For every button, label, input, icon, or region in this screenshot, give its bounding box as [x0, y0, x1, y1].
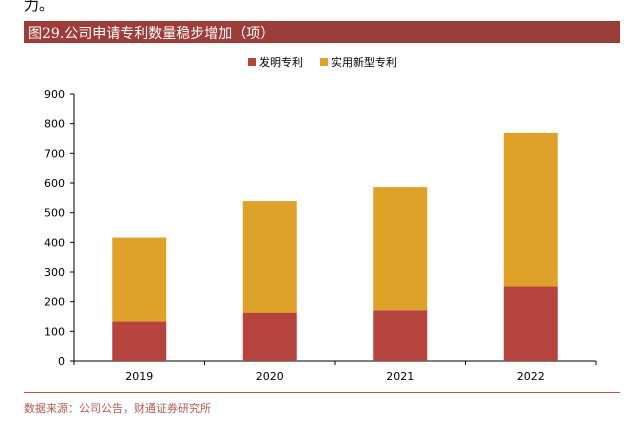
x-tick-label: 2019: [125, 370, 153, 383]
y-tick-label: 900: [44, 88, 65, 101]
invention-patent-bar: [503, 286, 558, 361]
source-note: 数据来源：公司公告，财通证券研究所: [24, 402, 211, 415]
legend-swatch-utility: [320, 58, 328, 66]
y-tick-label: 400: [44, 236, 65, 249]
utility-model-bar: [242, 201, 297, 313]
x-tick-label: 2021: [386, 370, 414, 383]
invention-patent-bar: [242, 312, 297, 361]
x-tick-label: 2020: [256, 370, 284, 383]
utility-model-bar: [112, 237, 167, 322]
utility-model-bar: [373, 187, 428, 311]
invention-patent-bar: [112, 321, 167, 361]
figure-title: 图29.公司申请专利数量稳步增加（项）: [28, 26, 275, 42]
y-tick-label: 100: [44, 325, 65, 338]
previous-page-text: 力。: [24, 0, 55, 14]
invention-patent-bar: [373, 310, 428, 361]
x-tick-label: 2022: [517, 370, 545, 383]
utility-model-bar: [503, 132, 558, 287]
legend-label-invention: 发明专利: [259, 55, 303, 69]
legend-swatch-invention: [248, 58, 256, 66]
legend-label-utility: 实用新型专利: [331, 55, 397, 69]
y-tick-label: 0: [58, 355, 65, 368]
y-tick-label: 200: [44, 296, 65, 309]
y-tick-label: 500: [44, 207, 65, 220]
footer-divider: [24, 392, 620, 393]
y-tick-label: 700: [44, 147, 65, 160]
figure-title-bar: 图29.公司申请专利数量稳步增加（项）: [24, 21, 620, 43]
y-tick-label: 300: [44, 266, 65, 279]
y-tick-label: 600: [44, 177, 65, 190]
y-tick-label: 800: [44, 118, 65, 131]
